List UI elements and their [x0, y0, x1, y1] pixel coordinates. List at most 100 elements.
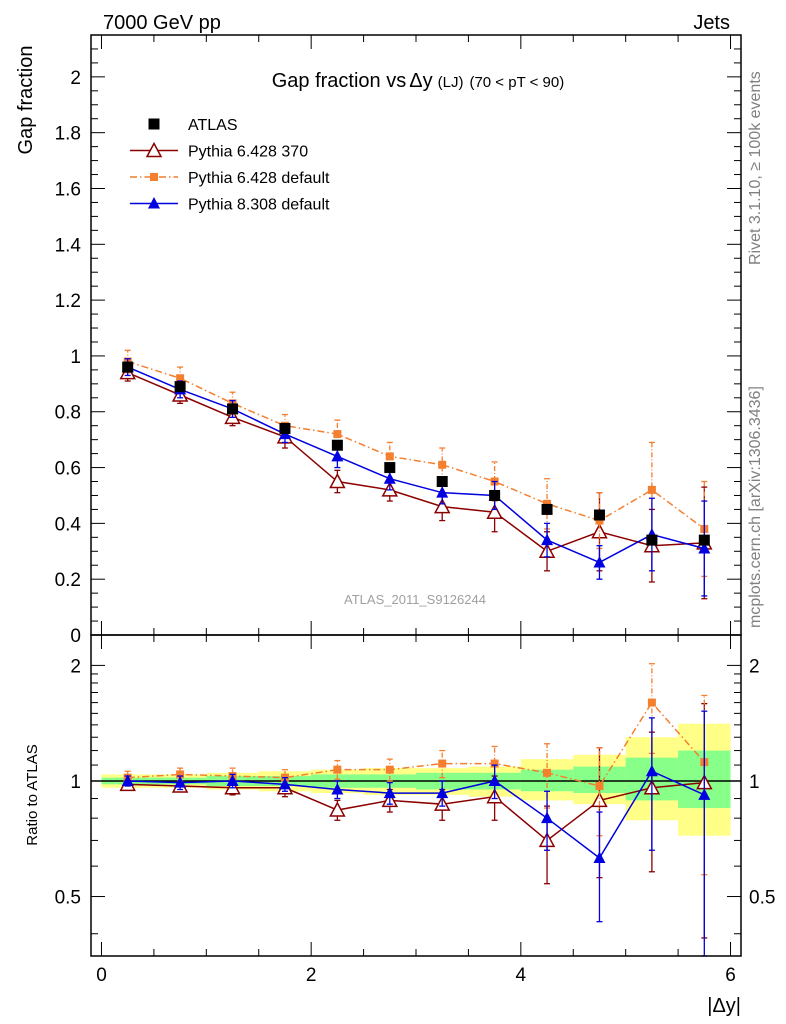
- uncertainty-bands: [91, 723, 741, 836]
- ratio-point: [436, 786, 449, 799]
- ratio-point: [385, 765, 394, 774]
- data-point: [176, 374, 185, 383]
- data-point: [329, 472, 346, 489]
- y-tick-label: 1.8: [55, 124, 81, 145]
- x-tick-label: 6: [725, 965, 736, 986]
- ratio-point: [541, 811, 554, 824]
- ratio-tick-label: 2: [70, 656, 81, 677]
- series-line: [127, 360, 705, 530]
- series-data: [122, 361, 710, 546]
- data-point: [333, 430, 342, 439]
- ratio-point: [698, 788, 711, 800]
- lower-plot-frame: [90, 634, 742, 957]
- ratio-point: [543, 768, 552, 777]
- upper-series-layer: [119, 349, 713, 600]
- ratio-tick-label-right: 0.5: [749, 888, 775, 909]
- data-point: [541, 533, 554, 546]
- lower-axis-ticks: 0.5 0.5 1 1 2 2 0 2 4 6: [55, 635, 775, 986]
- data-point: [227, 403, 239, 415]
- ratio-line: [127, 781, 705, 842]
- data-point: [383, 472, 396, 484]
- data-point: [593, 509, 605, 521]
- ratio-point: [591, 791, 608, 808]
- y-tick-label: 1.2: [55, 291, 81, 312]
- series-open-triangle: [119, 363, 713, 600]
- data-point: [595, 516, 604, 525]
- y-tick-label: 0.4: [55, 514, 82, 535]
- ratio-point: [329, 801, 346, 817]
- ratio-error-bar: [648, 717, 655, 851]
- x-axis-label: |Δy|: [707, 995, 741, 1017]
- lower-y-axis-label: Ratio to ATLAS: [24, 744, 41, 845]
- y-tick-label: 1.4: [55, 235, 82, 256]
- y-tick-label: 1.6: [55, 179, 81, 200]
- ratio-point: [595, 782, 604, 791]
- data-point: [646, 534, 658, 546]
- y-tick-label: 2: [70, 68, 81, 89]
- data-point: [122, 361, 134, 373]
- data-point: [433, 498, 451, 514]
- title-y: y: [423, 70, 433, 92]
- upper-axis-ticks: 0 0.2 0.4 0.6 0.8 1 1.2 1.4 1.6 1.8 2: [55, 35, 741, 647]
- data-point: [385, 452, 394, 461]
- x-tick-label: 4: [516, 965, 527, 986]
- ratio-point: [488, 774, 501, 786]
- ratio-point: [121, 774, 134, 786]
- data-point: [647, 485, 656, 494]
- ratio-point: [278, 777, 291, 790]
- data-point: [593, 555, 606, 568]
- ratio-error-bar: [596, 811, 603, 923]
- data-point: [541, 503, 553, 515]
- data-point: [486, 503, 503, 519]
- data-point: [384, 462, 396, 474]
- data-point: [436, 476, 448, 488]
- data-point: [436, 486, 449, 498]
- y-tick-label: 0.6: [55, 459, 81, 480]
- header-right-label: Jets: [693, 12, 730, 34]
- data-point: [331, 449, 344, 462]
- plot-title: Gap fraction vs Δy (LJ) (70 < pT < 90): [272, 70, 565, 92]
- legend-marker: [150, 173, 158, 181]
- ratio-point: [176, 770, 185, 779]
- ratio-point: [331, 783, 344, 795]
- ratio-point: [383, 786, 396, 799]
- y-tick-label: 0.2: [55, 570, 81, 591]
- x-tick-label: 2: [306, 965, 317, 986]
- ratio-error-bar: [334, 759, 341, 780]
- series-line: [127, 371, 705, 553]
- ratio-point: [174, 776, 187, 788]
- ratio-tick-label: 1: [70, 772, 81, 793]
- ratio-tick-label-right: 2: [749, 656, 760, 677]
- y-tick-label: 1: [70, 347, 81, 368]
- legend-label: ATLAS: [188, 117, 238, 134]
- legend-marker: [148, 118, 160, 130]
- y-tick-label: 0: [70, 626, 81, 647]
- legend-label: Pythia 6.428 default: [188, 170, 330, 187]
- data-point: [543, 499, 552, 508]
- rivet-version-label: Rivet 3.1.10, ≥ 100k events: [747, 71, 764, 265]
- data-point: [698, 534, 710, 546]
- data-point: [331, 439, 343, 451]
- title-range: (70 < pT < 90): [469, 74, 564, 91]
- series-square-dashdot: [123, 349, 709, 578]
- legend-marker: [145, 141, 163, 158]
- data-point: [489, 489, 501, 501]
- series-line: [127, 366, 705, 564]
- legend: ATLAS Pythia 6.428 370 Pythia 6.428 defaul…: [130, 117, 330, 214]
- header-left-label: 7000 GeV pp: [103, 12, 221, 34]
- ratio-point: [226, 774, 239, 786]
- data-point: [698, 541, 711, 554]
- ratio-point: [645, 764, 658, 777]
- data-point: [279, 422, 291, 434]
- lower-panel: 0.5 0.5 1 1 2 2 0 2 4 6 Ratio to ATLAS |Δy|: [24, 634, 775, 1017]
- legend-label: Pythia 6.428 370: [188, 144, 308, 161]
- ratio-point: [490, 759, 499, 768]
- analysis-watermark: ATLAS_2011_S9126244: [344, 592, 486, 607]
- title-lj: (LJ): [438, 74, 464, 91]
- series-filled-triangle: [121, 358, 711, 597]
- y-tick-label: 0.8: [55, 403, 81, 424]
- legend-marker: [148, 197, 160, 209]
- upper-y-axis-label: Gap fraction: [15, 46, 37, 155]
- title-main: Gap fraction vs: [272, 70, 407, 92]
